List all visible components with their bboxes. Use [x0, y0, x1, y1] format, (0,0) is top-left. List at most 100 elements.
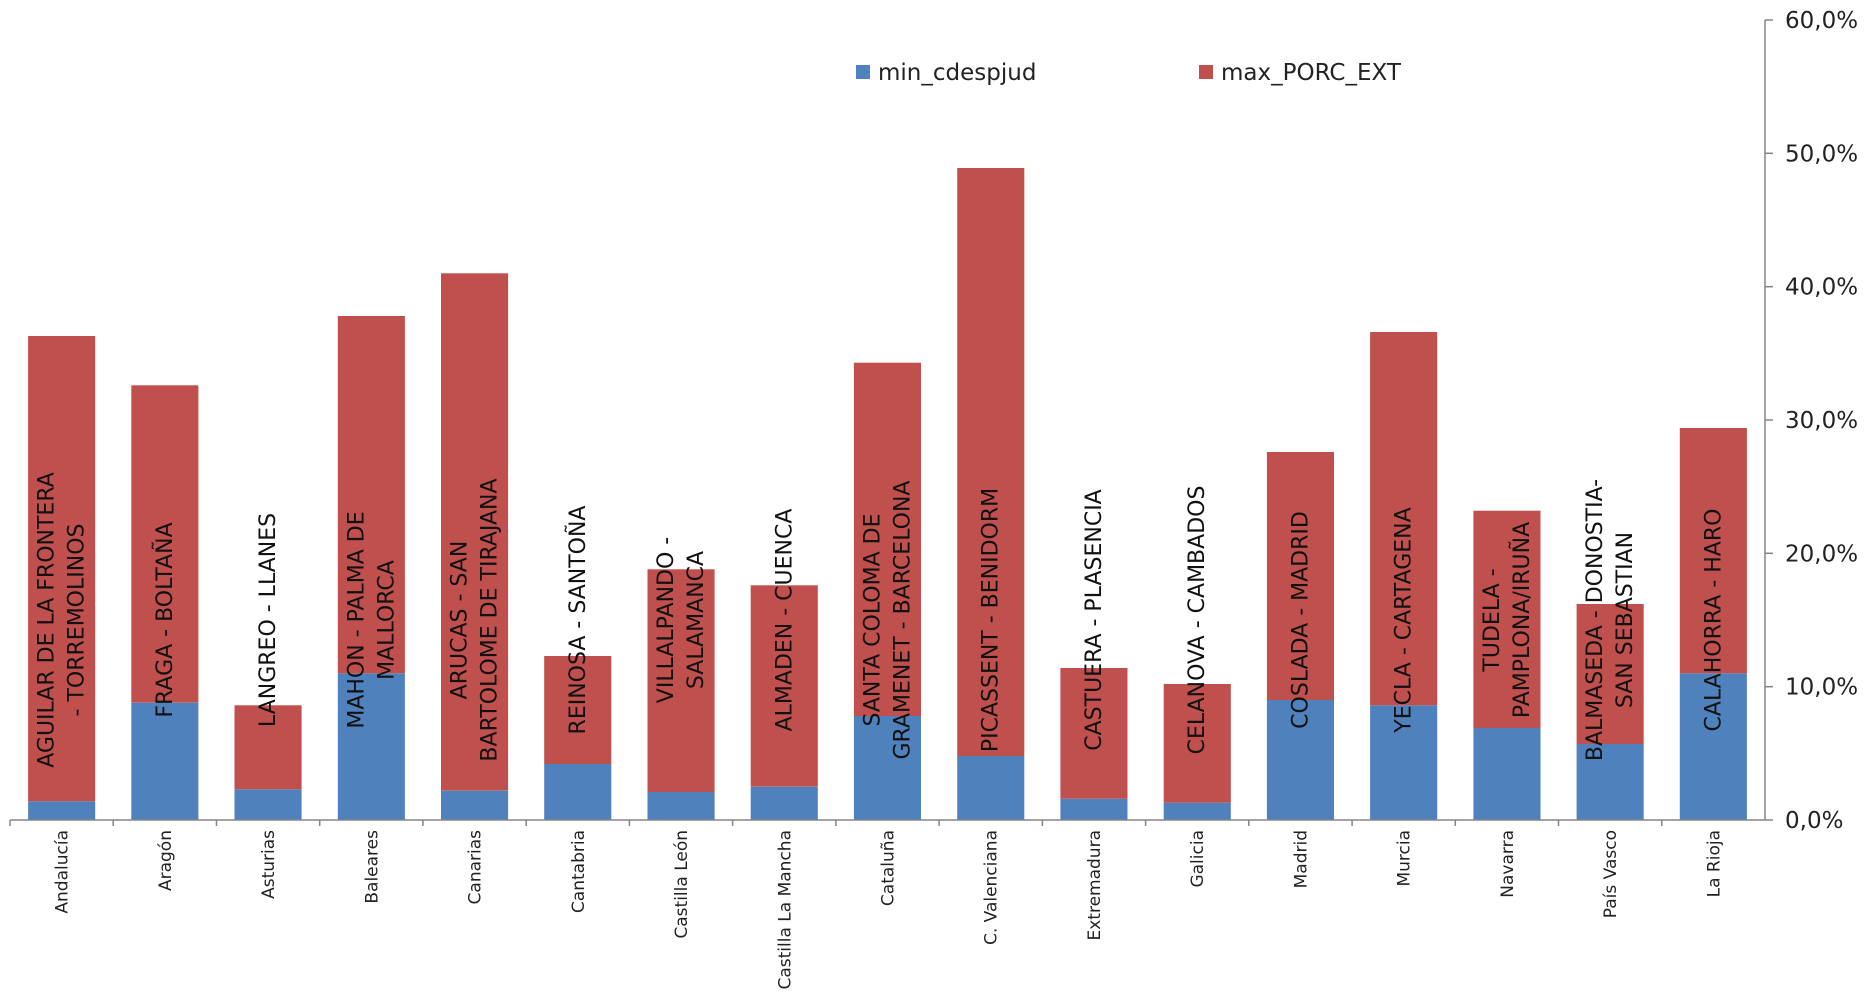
- bar-min-cdespjud-la-rioja: [1679, 673, 1747, 820]
- bar-label-navarra: TUDELA - PAMPLONA/IRUÑA: [1480, 522, 1535, 718]
- bar-label-line: MALLORCA: [374, 560, 399, 680]
- bar-label-asturias: LANGREO - LLANES: [256, 513, 281, 727]
- bar-min-cdespjud-castilla-leon: [647, 792, 715, 820]
- x-tick-label-cataluna: Cataluña: [879, 830, 899, 906]
- bar-min-cdespjud-andalucia: [28, 801, 96, 820]
- bar-min-cdespjud-asturias: [234, 789, 302, 820]
- y-tick-label: 0,0%: [1785, 808, 1843, 834]
- x-tick-label-canarias: Canarias: [466, 830, 486, 905]
- bar-label-galicia: CELANOVA - CAMBADOS: [1185, 486, 1210, 755]
- legend-label-min-cdespjud: min_cdespjud: [878, 60, 1036, 86]
- bar-label-line: SAN SEBASTIAN: [1613, 532, 1638, 708]
- bar-label-line: MAHON - PALMA DE: [344, 511, 369, 728]
- bar-label-castilla-la-mancha: ALMADEN - CUENCA: [772, 509, 797, 732]
- legend-swatch-max-porc-ext: [1199, 65, 1213, 79]
- bar-label-line: FRAGA - BOLTAÑA: [151, 522, 178, 717]
- bar-label-cantabria: REINOSA - SANTOÑA: [564, 506, 591, 735]
- axes-layer: Andalucía Aragón Asturias Baleares Canarias C…: [9, 8, 1858, 990]
- legend-label-max-porc-ext: max_PORC_EXT: [1221, 60, 1402, 86]
- bar-max-porc-ext-c-valenciana: [957, 168, 1025, 756]
- bar-label-line: VILLALPANDO -: [654, 537, 679, 703]
- bar-max-porc-ext-pais-vasco: [1576, 604, 1644, 744]
- x-tick-label-navarra: Navarra: [1498, 830, 1518, 898]
- bar-label-la-rioja: CALAHORRA - HARO: [1701, 509, 1726, 732]
- x-tick-label-andalucia: Andalucía: [53, 830, 73, 914]
- y-tick-label: 10,0%: [1785, 675, 1858, 701]
- bar-min-cdespjud-murcia: [1370, 705, 1438, 820]
- bar-label-andalucia: AGUILAR DE LA FRONTERA - TORREMOLINOS: [35, 472, 90, 768]
- y-tick-label: 50,0%: [1785, 141, 1858, 167]
- bar-label-line: COSLADA - MADRID: [1288, 511, 1313, 729]
- bar-label-line: TUDELA -: [1480, 568, 1505, 672]
- bar-min-cdespjud-galicia: [1163, 802, 1231, 820]
- bar-min-cdespjud-extremadura: [1060, 798, 1128, 820]
- x-tick-label-castilla-la-mancha: Castilla La Mancha: [775, 830, 795, 990]
- bar-min-cdespjud-baleares: [337, 673, 405, 820]
- bar-label-line: PAMPLONA/IRUÑA: [1508, 522, 1535, 718]
- x-tick-label-asturias: Asturias: [259, 830, 279, 899]
- bar-label-extremadura: CASTUERA - PLASENCIA: [1082, 489, 1107, 751]
- legend-swatch-min-cdespjud: [856, 65, 870, 79]
- x-tick-label-galicia: Galicia: [1188, 830, 1208, 888]
- bar-min-cdespjud-castilla-la-mancha: [750, 786, 818, 820]
- bar-label-line: CELANOVA - CAMBADOS: [1185, 486, 1210, 755]
- bar-max-porc-ext-cantabria: [544, 656, 612, 764]
- bar-min-cdespjud-canarias: [441, 790, 509, 820]
- bar-min-cdespjud-cantabria: [544, 764, 612, 820]
- x-tick-label-madrid: Madrid: [1291, 830, 1311, 888]
- bar-min-cdespjud-cataluna: [853, 716, 921, 820]
- bar-label-line: CASTUERA - PLASENCIA: [1082, 489, 1107, 751]
- bar-min-cdespjud-c-valenciana: [957, 756, 1025, 820]
- bar-max-porc-ext-asturias: [234, 705, 302, 790]
- bar-label-aragon: FRAGA - BOLTAÑA: [151, 522, 178, 717]
- legend: min_cdespjud max_PORC_EXT: [856, 60, 1402, 86]
- bar-label-line: BALMASEDA - DONOSTIA-: [1583, 479, 1608, 761]
- bar-label-line: ARUCAS - SAN: [448, 541, 473, 700]
- bar-label-castilla-leon: VILLALPANDO - SALAMANCA: [654, 537, 709, 703]
- bar-min-cdespjud-pais-vasco: [1576, 744, 1644, 820]
- bar-label-line: - TORREMOLINOS: [65, 524, 90, 717]
- bar-label-line: GRAMENET - BARCELONA: [891, 481, 916, 760]
- bar-label-murcia: YECLA - CARTAGENA: [1392, 507, 1417, 733]
- bar-label-baleares: MAHON - PALMA DE MALLORCA: [344, 511, 399, 728]
- bars-layer: [28, 168, 1747, 820]
- bar-label-cataluna: SANTA COLOMA DE GRAMENET - BARCELONA: [861, 481, 916, 760]
- bar-label-canarias: ARUCAS - SAN BARTOLOME DE TIRAJANA: [448, 478, 503, 761]
- y-tick-label: 60,0%: [1785, 8, 1858, 34]
- bar-label-line: BARTOLOME DE TIRAJANA: [478, 478, 503, 761]
- bar-label-pais-vasco: BALMASEDA - DONOSTIA- SAN SEBASTIAN: [1583, 479, 1638, 761]
- bar-min-cdespjud-aragon: [131, 702, 199, 820]
- bar-max-porc-ext-extremadura: [1060, 668, 1128, 799]
- bar-max-porc-ext-cataluna: [853, 362, 921, 716]
- bar-label-line: SANTA COLOMA DE: [861, 514, 886, 727]
- bar-max-porc-ext-navarra: [1473, 510, 1541, 728]
- y-tick-label: 40,0%: [1785, 275, 1858, 301]
- y-tick-label: 20,0%: [1785, 541, 1858, 567]
- bar-label-line: ALMADEN - CUENCA: [772, 509, 797, 732]
- bar-max-porc-ext-castilla-leon: [647, 569, 715, 792]
- x-tick-label-baleares: Baleares: [362, 830, 382, 904]
- bar-label-madrid: COSLADA - MADRID: [1288, 511, 1313, 729]
- bar-label-line: REINOSA - SANTOÑA: [564, 506, 591, 735]
- bar-label-line: PICASSENT - BENIDORM: [979, 488, 1004, 752]
- x-tick-label-pais-vasco: País Vasco: [1601, 830, 1621, 918]
- x-tick-label-castilla-leon: Castilla León: [672, 830, 692, 939]
- bar-max-porc-ext-canarias: [441, 273, 509, 791]
- bar-label-line: CALAHORRA - HARO: [1701, 509, 1726, 732]
- bar-max-porc-ext-andalucia: [28, 336, 96, 802]
- bar-max-porc-ext-galicia: [1163, 684, 1231, 803]
- bar-max-porc-ext-madrid: [1266, 452, 1334, 700]
- bar-max-porc-ext-murcia: [1370, 332, 1438, 706]
- bar-label-line: AGUILAR DE LA FRONTERA: [35, 472, 60, 768]
- x-tick-label-c-valenciana: C. Valenciana: [982, 830, 1002, 945]
- bar-label-line: LANGREO - LLANES: [256, 513, 281, 727]
- bar-min-cdespjud-navarra: [1473, 728, 1541, 820]
- bar-label-line: SALAMANCA: [684, 551, 709, 689]
- y-tick-label: 30,0%: [1785, 408, 1858, 434]
- bar-max-porc-ext-castilla-la-mancha: [750, 585, 818, 787]
- bar-max-porc-ext-baleares: [337, 316, 405, 674]
- x-tick-label-la-rioja: La Rioja: [1704, 830, 1724, 897]
- x-tick-label-aragon: Aragón: [156, 830, 176, 891]
- bar-min-cdespjud-madrid: [1266, 700, 1334, 820]
- bar-label-line: YECLA - CARTAGENA: [1392, 507, 1417, 733]
